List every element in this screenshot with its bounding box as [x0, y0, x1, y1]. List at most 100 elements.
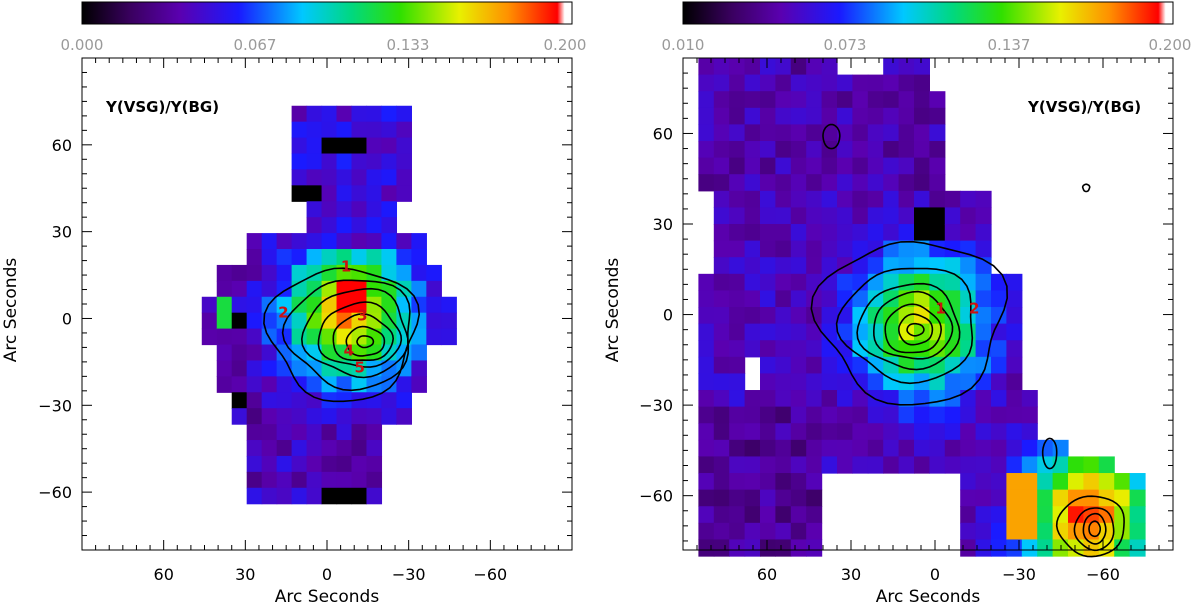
heatmap-cell	[821, 174, 838, 192]
colorbar-left-strip	[81, 1, 573, 25]
heatmap-cell	[806, 141, 823, 159]
heatmap-cell	[806, 423, 823, 441]
y-axis-label-right: Arc Seconds	[603, 258, 623, 363]
heatmap-cell	[713, 522, 730, 541]
heatmap-cell	[291, 440, 308, 457]
heatmap-cell	[852, 456, 869, 474]
heatmap-cell	[960, 257, 977, 275]
y-tick-label: −60	[639, 487, 673, 506]
heatmap-cell	[975, 506, 992, 524]
heatmap-cell	[744, 257, 761, 275]
heatmap-cell	[729, 323, 746, 341]
heatmap-cell	[351, 121, 368, 139]
heatmap-cell	[729, 240, 746, 258]
heatmap-cell	[1068, 539, 1084, 557]
heatmap-cell	[867, 190, 884, 209]
heatmap-cell	[914, 141, 930, 159]
heatmap-cell	[837, 240, 853, 258]
heatmap-cell	[246, 376, 263, 393]
heatmap-cell	[291, 471, 308, 489]
heatmap-cell	[883, 74, 900, 92]
heatmap-cell	[760, 273, 776, 292]
heatmap-cell	[806, 539, 823, 557]
heatmap-cell	[760, 323, 776, 341]
heatmap-cell	[366, 344, 383, 362]
heatmap-cell	[381, 121, 398, 139]
heatmap-cell	[396, 185, 412, 202]
heatmap-cell	[744, 273, 761, 292]
heatmap-cell	[729, 207, 746, 225]
heatmap-cell	[306, 408, 323, 425]
heatmap-cell	[246, 392, 263, 409]
heatmap-cell	[698, 58, 715, 76]
heatmap-cell	[806, 190, 823, 209]
heatmap-cell	[929, 340, 946, 358]
heatmap-cell	[261, 233, 278, 250]
heatmap-cell	[246, 249, 263, 266]
heatmap-cell	[261, 280, 278, 298]
heatmap-cell	[321, 185, 338, 202]
heatmap-cell	[867, 207, 884, 225]
heatmap-cell	[381, 233, 398, 250]
heatmap-cell	[914, 240, 930, 258]
heatmap-cell	[713, 290, 730, 308]
heatmap-cell	[944, 373, 961, 391]
heatmap-cell	[883, 406, 900, 424]
heatmap-cell	[321, 153, 338, 171]
heatmap-cell	[837, 323, 853, 341]
heatmap-cell	[231, 280, 248, 298]
heatmap-cell	[883, 290, 900, 308]
heatmap-cell	[867, 340, 884, 358]
heatmap-cell	[867, 257, 884, 275]
contour-line	[300, 287, 409, 379]
heatmap-cell	[790, 207, 807, 225]
heatmap-cell	[306, 280, 323, 298]
heatmap-cell	[991, 406, 1007, 424]
heatmap-cell	[852, 323, 869, 341]
heatmap-cell	[216, 360, 233, 377]
heatmap-cell	[806, 240, 823, 258]
heatmap-cell	[1021, 522, 1038, 541]
heatmap-cell	[1037, 473, 1054, 491]
heatmap-cell	[760, 340, 776, 358]
heatmap-cell	[246, 280, 263, 298]
clump-label: 2	[969, 300, 979, 318]
heatmap-cell	[837, 390, 853, 408]
heatmap-cell	[698, 522, 715, 541]
heatmap-cell	[291, 249, 308, 266]
heatmap-cell	[351, 153, 368, 171]
heatmap-cell	[760, 456, 776, 474]
heatmap-cell	[1098, 473, 1115, 491]
heatmap-cell	[790, 539, 807, 557]
heatmap-cell	[852, 423, 869, 441]
heatmap-cell	[867, 423, 884, 441]
heatmap-cell	[366, 440, 383, 457]
heatmap-cell	[806, 406, 823, 424]
heatmap-cell	[806, 257, 823, 275]
heatmap-cell	[713, 107, 730, 125]
heatmap-cell	[914, 174, 930, 192]
heatmap-cell	[790, 323, 807, 341]
heatmap-cell	[411, 249, 427, 266]
clump-label: 1	[341, 257, 351, 275]
heatmap-cell	[852, 373, 869, 391]
colorbar-left: 0.000 0.067 0.133 0.200	[61, 1, 586, 54]
heatmap-cell	[1006, 522, 1023, 541]
heatmap-cell	[411, 233, 427, 250]
heatmap-cell	[852, 439, 869, 458]
heatmap-cell	[321, 296, 338, 314]
heatmap-cell	[698, 323, 715, 341]
heatmap-cell	[760, 107, 776, 125]
heatmap-cell	[713, 273, 730, 292]
heatmap-cell	[744, 340, 761, 358]
heatmap-cell	[852, 390, 869, 408]
heatmap-cell	[867, 91, 884, 109]
heatmap-cell	[351, 264, 368, 282]
heatmap-cell	[336, 217, 353, 234]
heatmap-cell	[351, 296, 368, 314]
heatmap-cell	[898, 390, 915, 408]
heatmap-cell	[837, 141, 853, 159]
heatmap-cell	[291, 233, 308, 250]
heatmap-cell	[231, 328, 248, 346]
heatmap-cell	[231, 312, 248, 330]
